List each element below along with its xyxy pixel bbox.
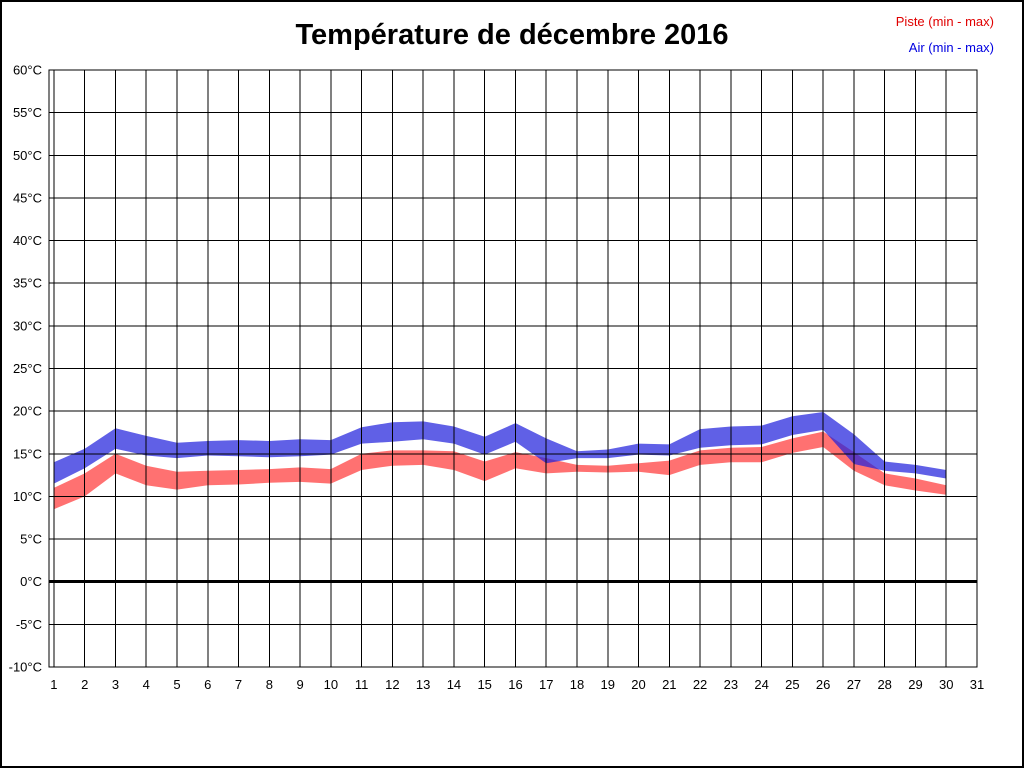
x-tick-label: 25: [785, 677, 799, 692]
x-tick-label: 21: [662, 677, 676, 692]
x-tick-label: 31: [970, 677, 984, 692]
x-tick-label: 18: [570, 677, 584, 692]
y-tick-label: 45°C: [13, 190, 42, 205]
x-tick-label: 23: [724, 677, 738, 692]
x-tick-label: 26: [816, 677, 830, 692]
legend: Piste (min - max) Air (min - max): [896, 9, 994, 61]
y-tick-label: 50°C: [13, 148, 42, 163]
x-tick-label: 30: [939, 677, 953, 692]
x-tick-label: 9: [296, 677, 303, 692]
x-tick-label: 11: [355, 677, 369, 692]
x-tick-label: 8: [266, 677, 273, 692]
x-tick-label: 24: [754, 677, 768, 692]
piste-band: [53, 431, 947, 510]
y-tick-label: 55°C: [13, 105, 42, 120]
y-tick-label: 40°C: [13, 233, 42, 248]
legend-item-piste: Piste (min - max): [895, 14, 994, 29]
x-tick-label: 6: [204, 677, 211, 692]
x-tick-label: 3: [112, 677, 119, 692]
x-tick-label: 15: [477, 677, 491, 692]
y-tick-label: 25°C: [13, 361, 42, 376]
y-tick-label: 0°C: [20, 574, 42, 589]
y-tick-label: 20°C: [13, 404, 42, 419]
x-axis-labels: 1 2 3 4 5 6 7 8 9 10 11 12 13 14 15 16 17 18 19 20 21 22 23 24 2…: [50, 677, 984, 692]
x-tick-label: 20: [631, 677, 645, 692]
x-tick-label: 16: [508, 677, 522, 692]
x-tick-label: 5: [173, 677, 180, 692]
y-tick-label: 15°C: [13, 446, 42, 461]
y-tick-label: 60°C: [13, 63, 42, 78]
y-axis-labels: 60°C 55°C 50°C 45°C 40°C 35°C 30°C 25°C 20°C 15°C…: [9, 63, 42, 675]
air-band: [53, 412, 947, 484]
x-tick-label: 22: [693, 677, 707, 692]
x-tick-label: 10: [324, 677, 338, 692]
x-tick-label: 1: [50, 677, 57, 692]
plot-border: [48, 69, 978, 668]
x-tick-label: 17: [539, 677, 553, 692]
y-tick-label: 10°C: [13, 489, 42, 504]
x-tick-label: 29: [908, 677, 922, 692]
chart-title: Température de décembre 2016: [295, 19, 729, 51]
y-tick-label: -10°C: [9, 660, 42, 675]
x-tick-label: 28: [877, 677, 891, 692]
x-tick-label: 14: [447, 677, 461, 692]
x-tick-label: 13: [416, 677, 430, 692]
y-tick-label: -5°C: [16, 617, 42, 632]
x-tick-label: 27: [847, 677, 861, 692]
x-tick-label: 2: [81, 677, 88, 692]
y-tick-label: 5°C: [20, 532, 42, 547]
x-tick-label: 4: [143, 677, 150, 692]
x-tick-label: 7: [235, 677, 242, 692]
x-tick-label: 12: [385, 677, 399, 692]
y-tick-label: 30°C: [13, 318, 42, 333]
legend-item-air: Air (min - max): [908, 40, 994, 55]
x-tick-label: 19: [601, 677, 615, 692]
y-tick-label: 35°C: [13, 276, 42, 291]
grid-lines: [49, 69, 978, 668]
